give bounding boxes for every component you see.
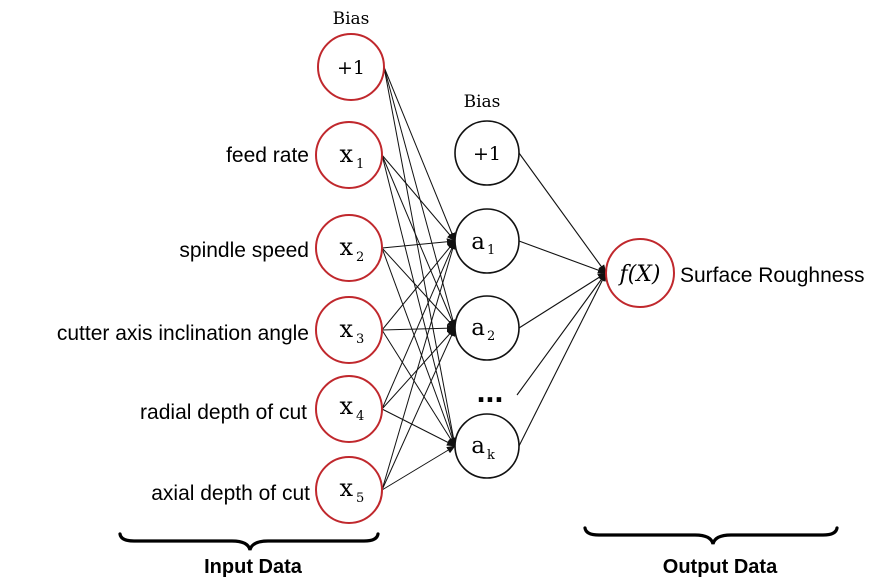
hidden-node-1: a 1 [454, 208, 520, 274]
edge-input-4-hidden-1 [381, 327, 456, 410]
input-node-symbol-2: x [339, 233, 353, 261]
input-node-symbol-3: x [339, 315, 353, 343]
input-node-symbol-5: x [339, 474, 353, 502]
hidden-ellipsis: ... [477, 373, 504, 409]
edge-hidden-1-output [518, 240, 607, 274]
input-bias-node: +1 [317, 33, 385, 101]
edge-input-0-hidden-0 [383, 66, 456, 242]
edge-hidden-2-output [518, 272, 607, 329]
input-bias-value: +1 [337, 57, 365, 79]
hidden-node-subscript-1: 1 [487, 243, 495, 258]
edge-input-1-hidden-1 [381, 154, 456, 329]
edge-input-3-hidden-1 [381, 324, 456, 332]
input-node-2: spindle speed x 2 [179, 214, 383, 282]
hidden-node-subscript-k: k [487, 448, 495, 463]
input-label-2: spindle speed [179, 239, 309, 262]
input-group-label: Input Data [204, 556, 303, 578]
edge-input-3-hidden-0 [381, 240, 456, 331]
output-node-symbol: f(X) [618, 262, 661, 287]
edge-input-0-hidden-2 [383, 66, 458, 447]
input-bias-caption: Bias [333, 9, 370, 29]
edge-hidden-4-output [518, 272, 607, 447]
edge-hidden-3-output [516, 272, 607, 396]
input-node-5: axial depth of cut x 5 [151, 456, 383, 524]
hidden-node-k: a k [454, 413, 520, 479]
connections [381, 66, 607, 491]
input-node-symbol-4: x [339, 392, 353, 420]
input-node-subscript-1: 1 [356, 157, 364, 172]
edge-input-5-hidden-1 [381, 327, 456, 491]
edge-input-4-hidden-2 [381, 408, 456, 447]
edge-input-2-hidden-2 [381, 247, 456, 447]
input-node-3: cutter axis inclination angle x 3 [57, 296, 383, 364]
output-brace [583, 526, 839, 545]
edge-input-4-hidden-0 [381, 240, 456, 410]
input-node-subscript-4: 4 [356, 409, 364, 424]
input-label-4: radial depth of cut [140, 401, 307, 424]
edge-input-1-hidden-2 [381, 154, 457, 447]
input-label-5: axial depth of cut [151, 482, 310, 505]
hidden-bias-value: +1 [473, 143, 501, 165]
hidden-node-symbol-k: a [471, 433, 485, 459]
edge-input-5-hidden-2 [381, 445, 456, 491]
output-label: Surface Roughness [680, 264, 864, 287]
edge-input-2-hidden-0 [381, 238, 456, 249]
edge-hidden-0-output [518, 152, 607, 274]
edge-input-2-hidden-1 [381, 247, 456, 329]
output-node: f(X) [605, 238, 675, 308]
output-group-label: Output Data [663, 556, 778, 578]
input-brace [118, 532, 380, 551]
input-label-1: feed rate [226, 144, 309, 167]
input-node-symbol-1: x [339, 140, 353, 168]
edge-input-1-hidden-0 [381, 154, 456, 242]
edge-input-5-hidden-0 [381, 240, 457, 491]
input-node-subscript-5: 5 [356, 491, 364, 506]
input-node-1: feed rate x 1 [226, 121, 383, 189]
hidden-node-2: a 2 [454, 295, 520, 361]
input-label-3: cutter axis inclination angle [57, 322, 309, 345]
input-node-4: radial depth of cut x 4 [140, 375, 383, 443]
input-node-subscript-3: 3 [356, 332, 364, 347]
hidden-bias-node: +1 [454, 120, 520, 186]
hidden-node-subscript-2: 2 [487, 329, 495, 344]
input-node-subscript-2: 2 [356, 250, 364, 265]
hidden-bias-caption: Bias [464, 92, 501, 112]
edge-input-3-hidden-2 [381, 329, 456, 447]
hidden-node-symbol-1: a [471, 229, 485, 255]
edge-input-0-hidden-1 [383, 66, 457, 329]
hidden-node-symbol-2: a [471, 315, 485, 341]
